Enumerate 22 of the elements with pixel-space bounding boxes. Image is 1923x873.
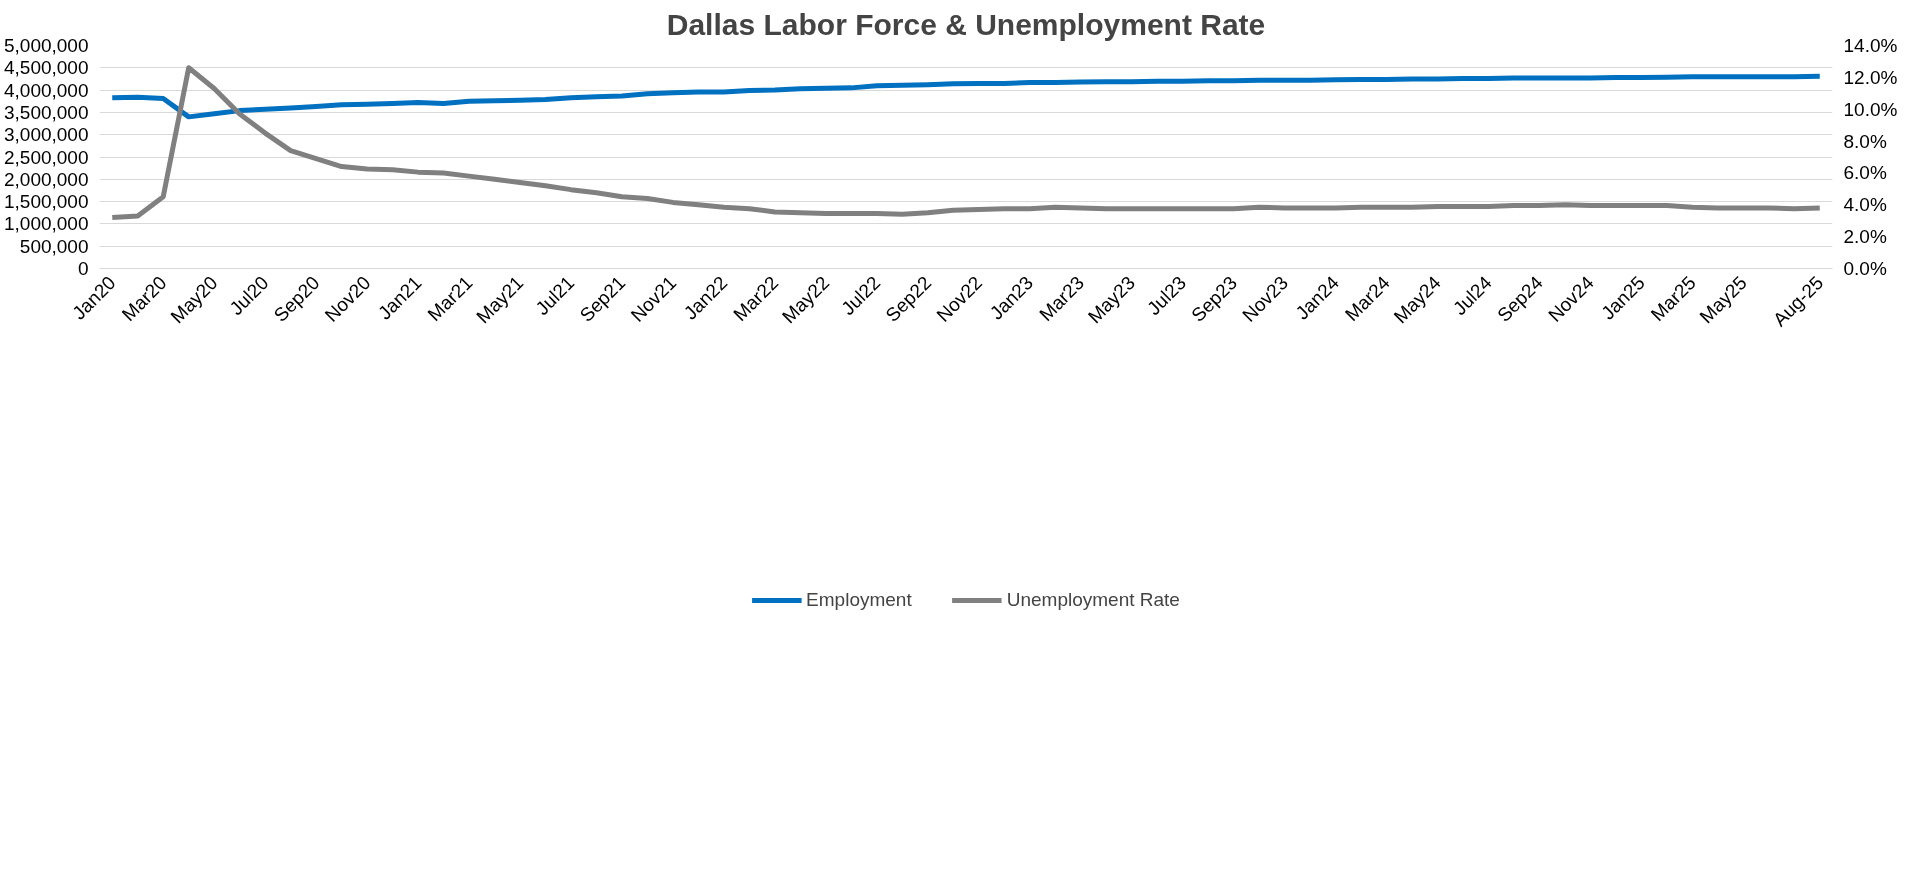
y-tick-label: 2,000,000 xyxy=(3,168,89,190)
y-tick-label: 2,500,000 xyxy=(3,146,89,168)
y-tick-label: 5,000,000 xyxy=(3,35,89,56)
y-tick-label: 0 xyxy=(77,258,89,279)
y-tick-label: 4,000,000 xyxy=(3,79,89,101)
y2-tick-label: 14.0% xyxy=(1843,35,1898,56)
y2-tick-label: 4.0% xyxy=(1843,194,1887,216)
y-tick-label: 1,000,000 xyxy=(3,213,89,235)
y-tick-label: 4,500,000 xyxy=(3,57,89,79)
y2-tick-label: 12.0% xyxy=(1843,66,1898,88)
y-tick-label: 3,000,000 xyxy=(3,124,89,146)
y-tick-label: 3,500,000 xyxy=(3,101,89,123)
legend-label: Employment xyxy=(806,589,912,611)
y-tick-label: 1,500,000 xyxy=(3,191,89,213)
chart-title: Dallas Labor Force & Unemployment Rate xyxy=(666,7,1266,41)
y-tick-label: 500,000 xyxy=(19,235,89,257)
y2-tick-label: 10.0% xyxy=(1843,98,1898,120)
legend-label: Unemployment Rate xyxy=(1006,589,1180,611)
y2-tick-label: 8.0% xyxy=(1843,130,1887,152)
y2-tick-label: 2.0% xyxy=(1843,226,1887,248)
y2-tick-label: 0.0% xyxy=(1843,258,1887,279)
y2-tick-label: 6.0% xyxy=(1843,162,1887,184)
